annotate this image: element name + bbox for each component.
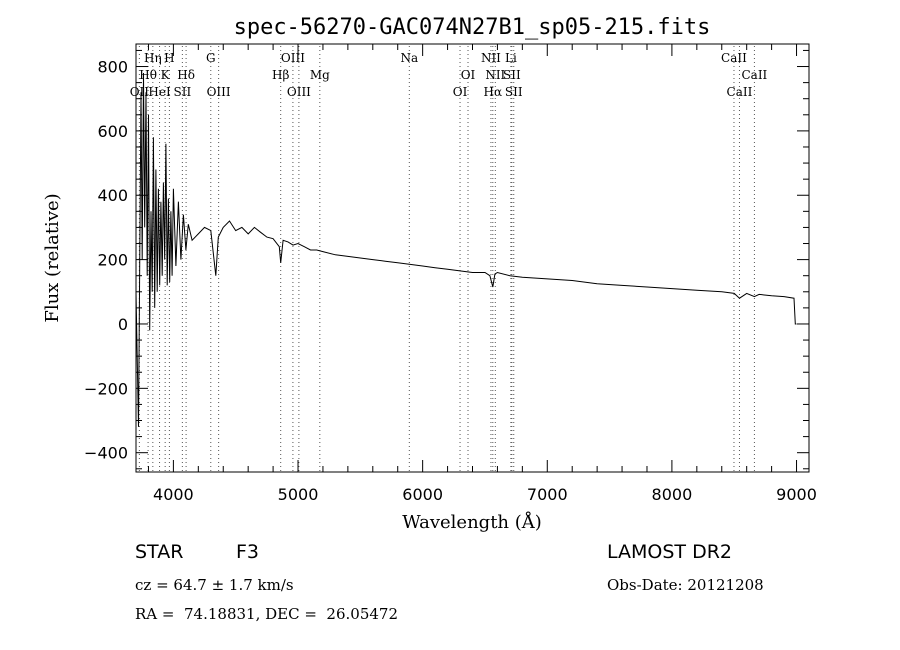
- spectral-line-label: Hδ: [177, 68, 195, 82]
- y-tick-label: 400: [97, 186, 128, 205]
- y-tick-label: −400: [84, 444, 128, 463]
- spectral-line-label: OII: [130, 85, 150, 99]
- x-tick-label: 8000: [652, 485, 693, 504]
- spectral-line-label: Na: [400, 51, 418, 65]
- object-class: STAR: [135, 541, 184, 563]
- x-tick-label: 9000: [776, 485, 817, 504]
- spectral-line-label: OIII: [281, 51, 305, 65]
- spectral-line-label: SII: [174, 85, 192, 99]
- coordinates-text: RA = 74.18831, DEC = 26.05472: [135, 605, 399, 623]
- spectral-line-label: Li: [505, 51, 517, 65]
- spectral-line-label: SII: [505, 85, 523, 99]
- plot-frame: [135, 43, 810, 473]
- redshift-text: cz = 64.7 ± 1.7 km/s: [135, 576, 294, 594]
- x-axis-ticks: 4000 5000 6000 7000 8000 9000: [147, 44, 817, 504]
- obs-date-text: Obs-Date: 20121208: [607, 576, 764, 594]
- y-tick-label: 200: [97, 251, 128, 270]
- spectral-line-label: CaII: [741, 68, 767, 82]
- x-tick-label: 5000: [278, 485, 319, 504]
- spectral-line-label: Hα: [484, 85, 503, 99]
- spectral-line-label: SII: [503, 68, 521, 82]
- spectral-line-label: OI: [461, 68, 476, 82]
- spectrum-line: [135, 72, 797, 427]
- spectral-line-label: CaII: [721, 51, 747, 65]
- spectral-line-label: Mg: [310, 68, 330, 82]
- spectral-line-label: OI: [453, 85, 468, 99]
- spectral-line-label: OIII: [207, 85, 231, 99]
- spectral-line-label: G: [206, 51, 216, 65]
- spectral-line-label: Hβ: [272, 68, 289, 82]
- spectral-line-label: K: [161, 68, 171, 82]
- spectral-line-label: NII: [485, 68, 505, 82]
- y-tick-label: −200: [84, 379, 128, 398]
- x-tick-label: 7000: [527, 485, 568, 504]
- spectral-line-label: H: [164, 51, 174, 65]
- spectral-line-label: Hθ: [139, 68, 157, 82]
- y-axis-label: Flux (relative): [42, 193, 63, 322]
- spectral-line-markers: [138, 46, 755, 472]
- y-tick-label: 0: [118, 315, 128, 334]
- spectral-line-label: OIII: [287, 85, 311, 99]
- x-axis-label: Wavelength (Å): [402, 511, 542, 533]
- spectral-line-label: CaII: [727, 85, 753, 99]
- x-tick-label: 4000: [153, 485, 194, 504]
- spectral-line-label: Hη: [144, 51, 162, 65]
- spectral-line-label: NII: [481, 51, 501, 65]
- y-axis-ticks: −400 −200 0 200 400 600 800: [84, 49, 809, 470]
- x-tick-label: 6000: [402, 485, 443, 504]
- spectral-line-label: HeI: [148, 85, 171, 99]
- chart-title: spec-56270-GAC074N27B1_sp05-215.fits: [234, 15, 711, 40]
- y-tick-label: 600: [97, 122, 128, 141]
- survey-name: LAMOST DR2: [607, 541, 732, 563]
- spectral-subclass: F3: [236, 541, 260, 563]
- y-tick-label: 800: [97, 58, 128, 77]
